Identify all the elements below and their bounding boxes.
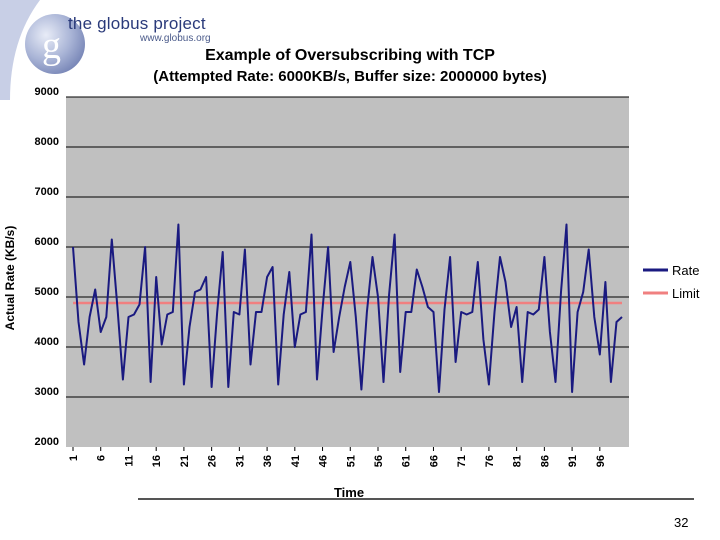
y-tick-labels: 2000 3000 4000 5000 6000 7000 8000 9000 (35, 86, 59, 448)
x-tick-label: 1 (68, 455, 80, 461)
x-tick-label: 51 (345, 455, 357, 467)
logo-title: the globus project (68, 14, 206, 33)
legend-rate-label: Rate (672, 263, 699, 278)
left-rule (0, 0, 22, 540)
footer-rule (138, 498, 694, 500)
x-tick-label: 71 (456, 455, 468, 467)
x-tick-label: 56 (373, 455, 385, 467)
x-tick-label: 66 (428, 455, 440, 467)
x-tick-label: 81 (512, 455, 524, 467)
y-tick-label: 6000 (35, 236, 59, 248)
x-tick-label: 21 (179, 455, 191, 467)
gridlines (66, 96, 629, 398)
x-tick-label: 26 (207, 455, 219, 467)
y-tick-label: 9000 (35, 86, 59, 98)
x-tick-label: 46 (318, 455, 330, 467)
x-tick-labels: 1 6 11 16 21 26 31 36 41 46 51 56 61 66 71 76 81 86 91 96 (68, 447, 607, 467)
y-tick-label: 8000 (35, 136, 59, 148)
logo-mark: g (42, 25, 61, 67)
legend-limit-label: Limit (672, 286, 700, 301)
series-layer (72, 223, 623, 393)
page-number: 32 (674, 515, 689, 530)
globus-logo-mark: g (0, 0, 85, 100)
legend-box (634, 255, 714, 307)
x-tick-label: 16 (151, 455, 163, 467)
x-tick-label: 31 (234, 455, 246, 467)
legend: Rate Limit (634, 255, 714, 307)
x-tick-label: 76 (484, 455, 496, 467)
x-axis-label: Time (334, 485, 364, 500)
x-tick-label: 11 (123, 455, 135, 467)
x-tick-label: 96 (595, 455, 607, 467)
chart-title: Example of Oversubscribing with TCP (205, 47, 495, 64)
y-tick-label: 4000 (35, 336, 59, 348)
series-line-rate (72, 223, 623, 393)
x-tick-label: 61 (401, 455, 413, 467)
x-tick-label: 41 (290, 455, 302, 467)
y-tick-label: 3000 (35, 386, 59, 398)
x-tick-label: 36 (262, 455, 274, 467)
x-tick-label: 6 (96, 455, 108, 461)
y-axis-label: Actual Rate (KB/s) (3, 226, 17, 331)
y-tick-label: 7000 (35, 186, 59, 198)
logo-url: www.globus.org (140, 33, 211, 44)
y-tick-label: 2000 (35, 436, 59, 448)
x-tick-label: 91 (567, 455, 579, 467)
x-tick-label: 86 (539, 455, 551, 467)
chart-subtitle: (Attempted Rate: 6000KB/s, Buffer size: … (153, 68, 546, 85)
globus-logo: g the globus project www.globus.org (0, 0, 230, 100)
y-tick-label: 5000 (35, 286, 59, 298)
